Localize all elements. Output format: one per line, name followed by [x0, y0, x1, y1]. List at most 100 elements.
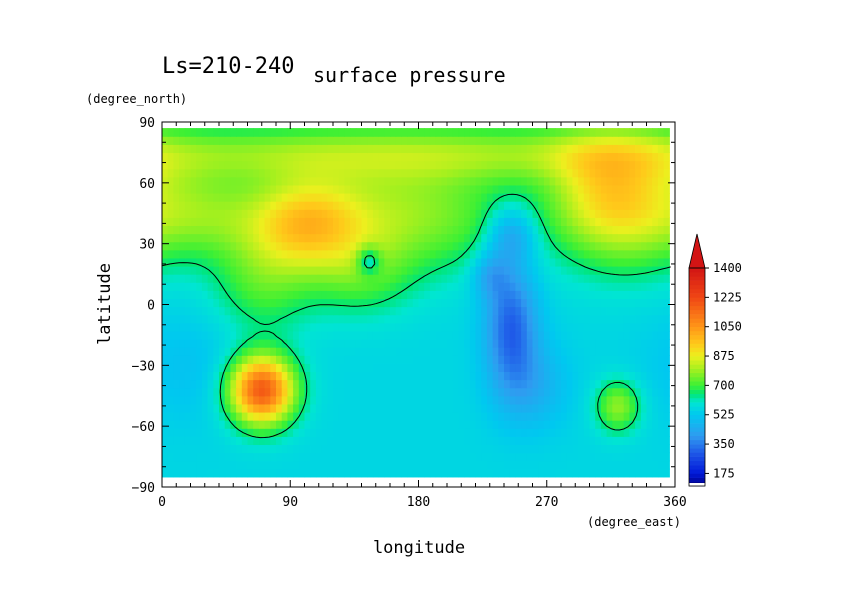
heatmap-cell [258, 225, 266, 235]
heatmap-cell [401, 128, 408, 137]
heatmap-cell [538, 403, 545, 413]
heatmap-cell [167, 249, 174, 259]
heatmap-cell [236, 371, 243, 381]
heatmap-cell [321, 436, 328, 446]
heatmap-cell [589, 330, 596, 340]
heatmap-cell [355, 176, 363, 186]
heatmap-cell [543, 241, 551, 251]
heatmap-cell [663, 152, 670, 162]
heatmap-cell [395, 420, 402, 429]
heatmap-cell [447, 160, 454, 170]
heatmap-cell [293, 176, 300, 186]
heatmap-cell [657, 395, 665, 405]
heatmap-cell [395, 152, 402, 162]
heatmap-cell [258, 411, 266, 421]
heatmap-cell [447, 387, 454, 397]
heatmap-cell [230, 233, 237, 243]
heatmap-cell [458, 338, 465, 348]
heatmap-cell [475, 168, 482, 178]
heatmap-cell [504, 152, 511, 162]
heatmap-cell [515, 201, 522, 210]
heatmap-cell [350, 322, 357, 332]
heatmap-cell [475, 184, 482, 194]
heatmap-cell [486, 144, 494, 154]
heatmap-cell [276, 347, 283, 356]
heatmap-cell [236, 428, 243, 437]
heatmap-cell [635, 217, 642, 227]
heatmap-cell [561, 168, 568, 178]
heatmap-cell [429, 225, 437, 235]
heatmap-cell [652, 176, 659, 186]
heatmap-cell [201, 241, 209, 251]
x-tick-label: 360 [663, 495, 686, 510]
heatmap-cell [640, 444, 648, 454]
heatmap-cell [635, 411, 642, 421]
heatmap-cell [418, 322, 425, 332]
heatmap-cell [338, 265, 345, 275]
heatmap-cell [538, 168, 545, 178]
heatmap-cell [509, 201, 516, 210]
heatmap-cell [390, 355, 397, 364]
heatmap-cell [327, 168, 334, 178]
heatmap-cell [270, 249, 277, 259]
heatmap-cell [526, 192, 534, 202]
heatmap-cell [196, 379, 203, 389]
heatmap-cell [179, 298, 186, 308]
heatmap-cell [293, 144, 300, 154]
heatmap-cell [595, 411, 602, 421]
heatmap-cell [509, 168, 516, 178]
heatmap-cell [618, 322, 625, 332]
heatmap-cell [481, 282, 488, 291]
heatmap-cell [475, 411, 482, 421]
heatmap-cell [549, 257, 556, 267]
heatmap-cell [532, 144, 539, 154]
heatmap-cell [230, 168, 237, 178]
heatmap-cell [293, 290, 300, 300]
heatmap-cell [583, 347, 591, 356]
heatmap-cell [407, 452, 414, 462]
heatmap-cell [179, 338, 186, 348]
heatmap-cell [481, 306, 488, 316]
heatmap-cell [361, 355, 368, 364]
heatmap-cell [304, 257, 311, 267]
heatmap-cell [629, 241, 636, 251]
colorbar-swatch [689, 351, 705, 357]
heatmap-cell [441, 257, 448, 267]
colorbar-swatch [689, 418, 705, 424]
heatmap-cell [441, 371, 448, 381]
heatmap-cell [390, 428, 397, 437]
heatmap-cell [486, 290, 494, 300]
heatmap-cell [606, 274, 613, 283]
heatmap-cell [452, 257, 459, 267]
heatmap-cell [321, 444, 328, 454]
heatmap-cell [333, 225, 340, 235]
heatmap-cell [561, 192, 568, 202]
heatmap-cell [629, 290, 636, 300]
heatmap-cell [578, 265, 585, 275]
heatmap-cell [281, 395, 288, 405]
heatmap-cell [321, 233, 328, 243]
heatmap-cell [281, 355, 288, 364]
heatmap-cell [327, 290, 334, 300]
heatmap-cell [475, 282, 482, 291]
heatmap-cell [298, 128, 306, 137]
heatmap-cell [372, 428, 380, 437]
heatmap-cell [361, 249, 368, 259]
heatmap-cell [418, 387, 425, 397]
heatmap-cell [447, 395, 454, 405]
heatmap-cell [407, 217, 414, 227]
colorbar-swatch [689, 347, 705, 353]
colorbar-swatch [689, 280, 705, 286]
heatmap-cell [213, 347, 220, 356]
heatmap-cell [618, 176, 625, 186]
heatmap-cell [201, 290, 209, 300]
heatmap-cell [355, 225, 363, 235]
heatmap-cell [179, 330, 186, 340]
heatmap-cell [452, 184, 459, 194]
heatmap-cell [464, 468, 471, 478]
heatmap-cell [293, 225, 300, 235]
heatmap-cell [429, 201, 437, 210]
heatmap-cell [321, 363, 328, 373]
heatmap-cell [635, 468, 642, 478]
heatmap-cell [327, 282, 334, 291]
